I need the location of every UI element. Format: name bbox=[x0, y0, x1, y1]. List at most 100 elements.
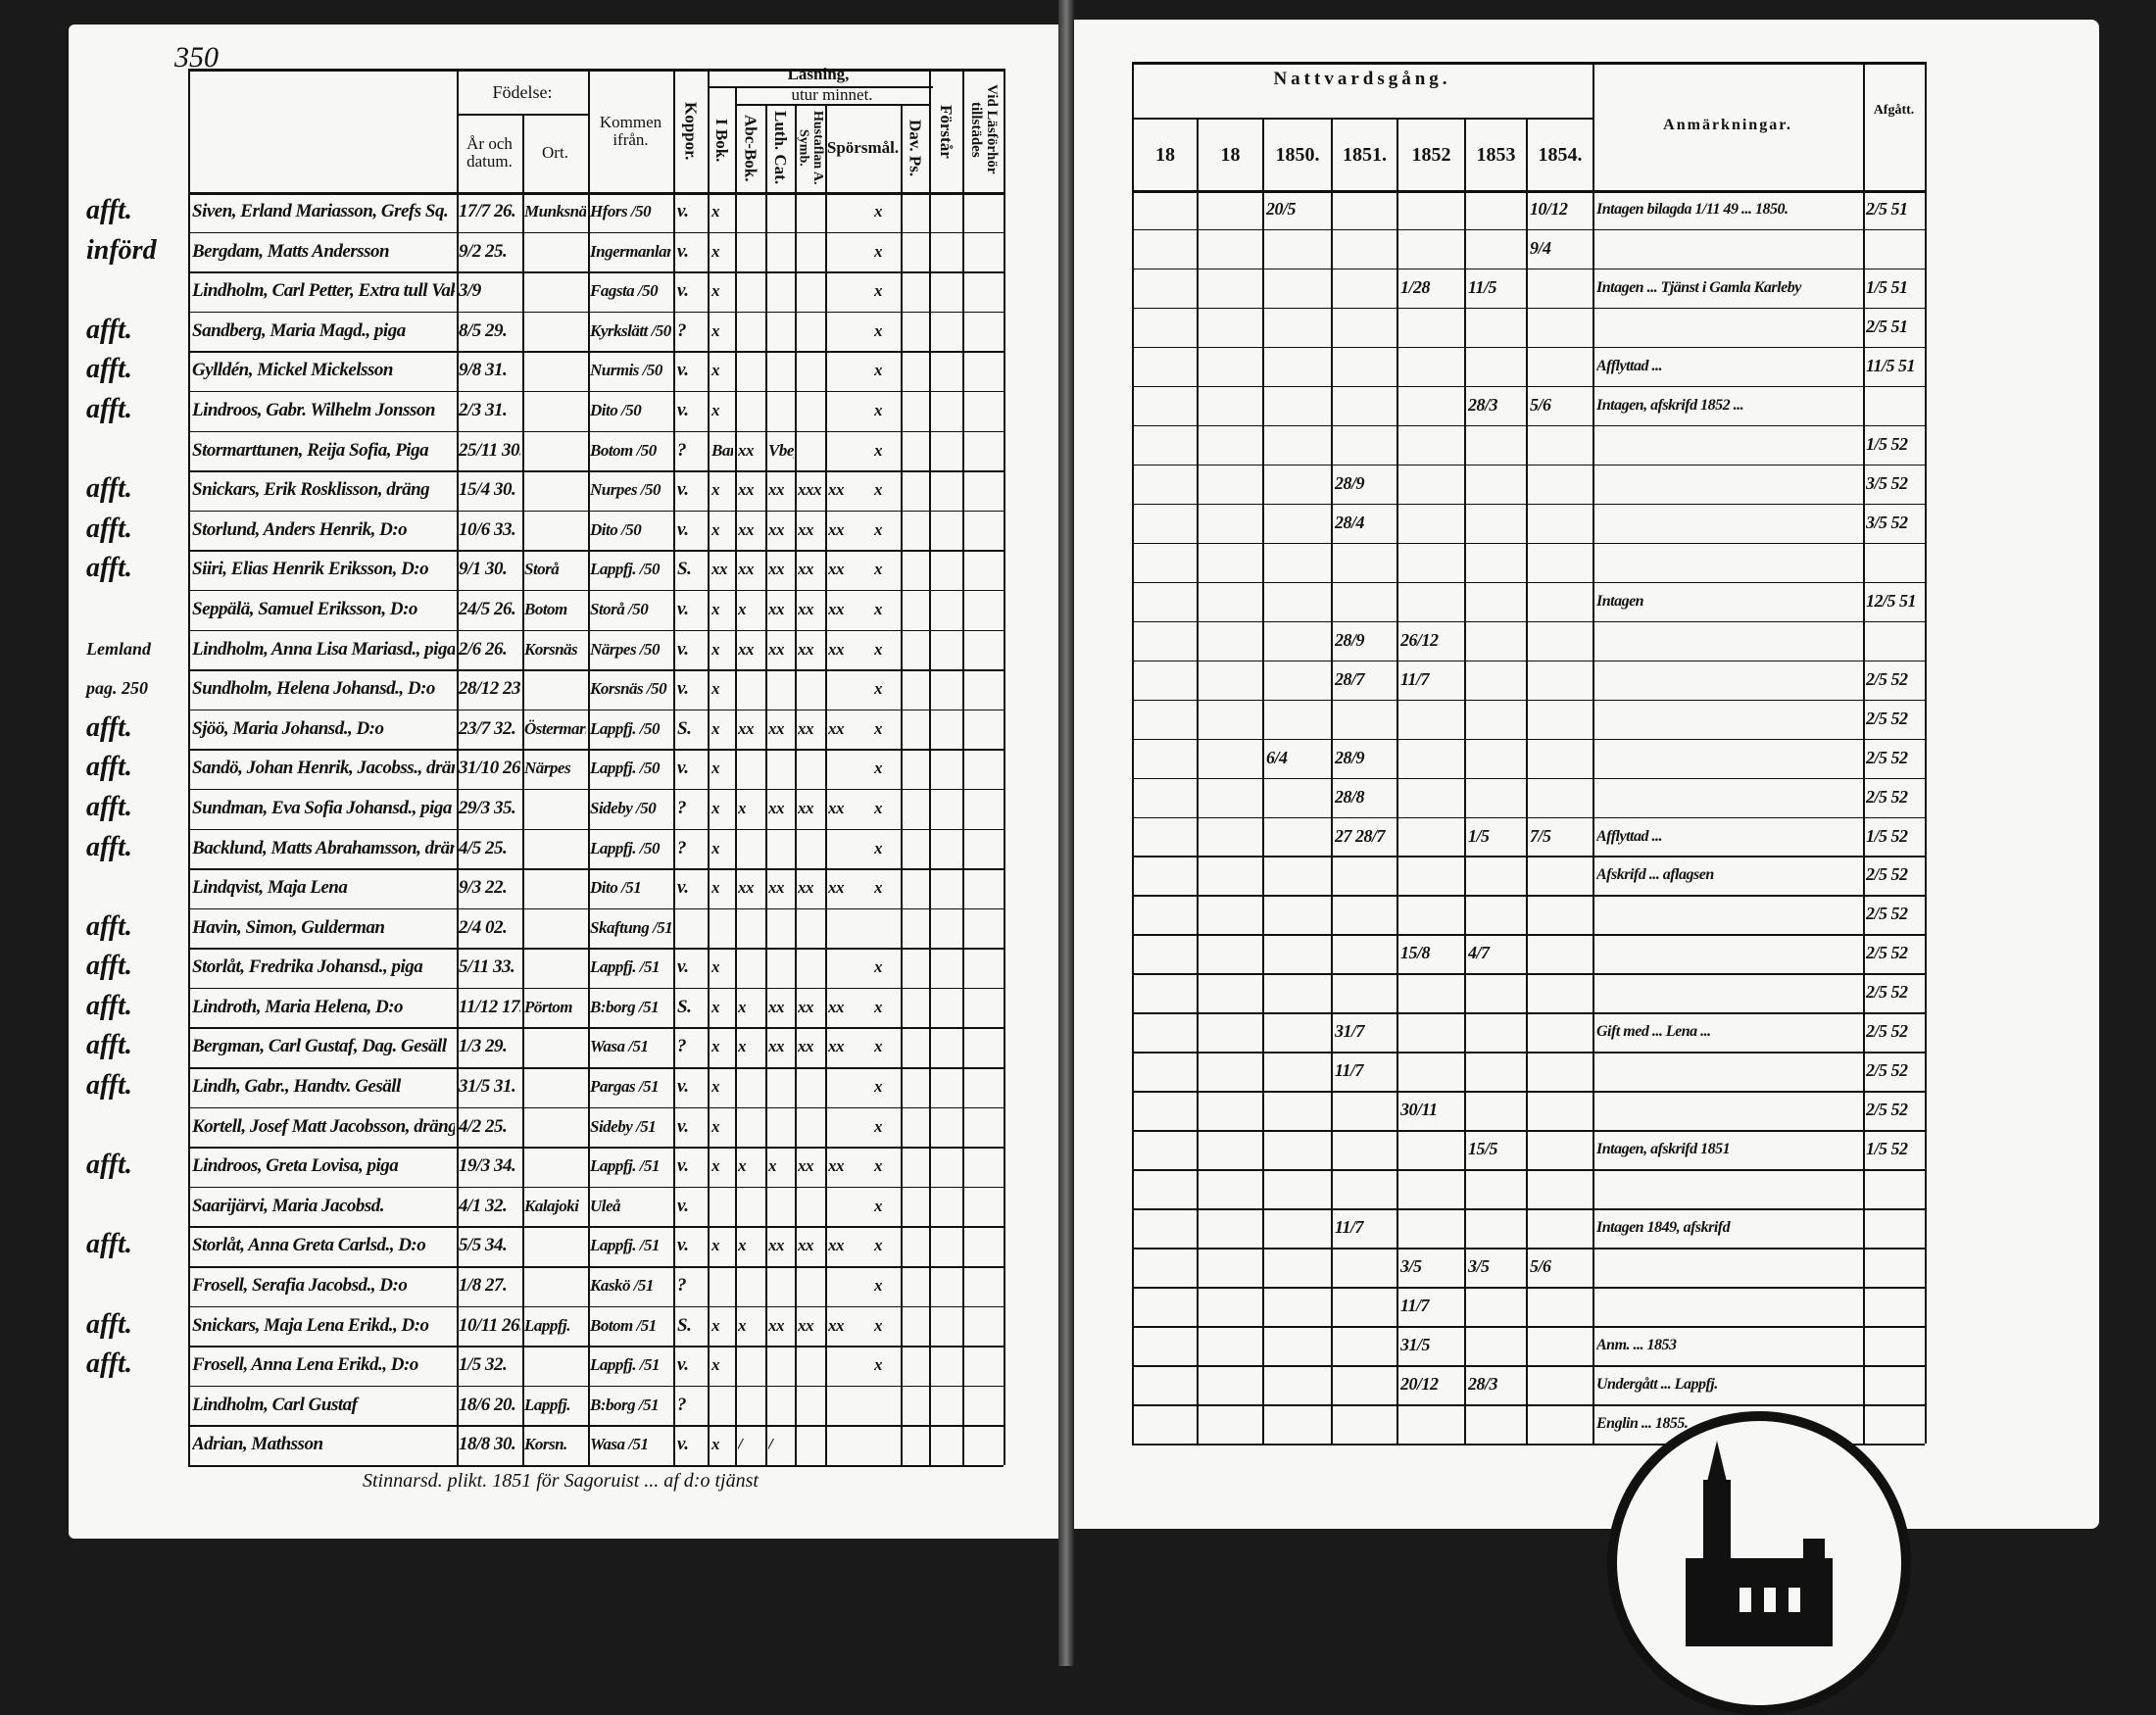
column-rule bbox=[457, 69, 459, 1465]
row-communion-date bbox=[1468, 897, 1524, 932]
row-reading-mark: xx bbox=[768, 480, 785, 500]
row-reading-mark: xx bbox=[828, 1315, 845, 1335]
row-communion-date bbox=[1266, 1328, 1329, 1363]
row-reading-mark: x bbox=[874, 1236, 883, 1255]
right-header-top-rule bbox=[1132, 62, 1925, 65]
right-row-rule bbox=[1132, 934, 1925, 936]
row-communion-date bbox=[1530, 1014, 1591, 1050]
row-reading-mark: xx bbox=[738, 519, 755, 539]
row-remarks bbox=[1596, 1171, 1861, 1206]
row-reading-mark bbox=[828, 751, 870, 787]
row-name: Lindholm, Anna Lisa Mariasd., piga bbox=[192, 638, 455, 660]
row-reading-mark bbox=[828, 234, 870, 270]
row-reading-mark: x bbox=[874, 361, 883, 380]
row-reading-mark: xx bbox=[828, 599, 845, 618]
row-margin-note: afft. bbox=[86, 831, 132, 862]
row-communion-date bbox=[1136, 427, 1195, 463]
row-communion-date bbox=[1200, 506, 1260, 541]
header-luth-cat: Luth. Cat. bbox=[770, 111, 790, 185]
row-birth-place: Närpes bbox=[524, 759, 571, 778]
row-came-from: Hfors /50 bbox=[590, 202, 652, 220]
row-reading-mark bbox=[738, 1268, 764, 1304]
row-reading-mark: x bbox=[738, 997, 747, 1016]
row-communion-date bbox=[1400, 897, 1462, 932]
row-rule bbox=[188, 1186, 1004, 1189]
row-birth-date: 18/8 30. bbox=[459, 1434, 516, 1455]
row-remarks: Intagen bbox=[1596, 592, 1644, 610]
row-communion-date bbox=[1530, 1132, 1591, 1167]
row-communion-date bbox=[1266, 584, 1329, 619]
row-reading-mark bbox=[798, 910, 824, 947]
row-birth-place bbox=[524, 870, 586, 906]
row-communion-date bbox=[1335, 192, 1395, 227]
row-came-from: Närpes /50 bbox=[590, 639, 661, 659]
row-communion-date: 27 28/7 bbox=[1335, 825, 1386, 846]
row-communion-date bbox=[1200, 388, 1260, 423]
row-birth-place bbox=[524, 1348, 586, 1384]
row-rule bbox=[188, 589, 1004, 592]
row-communion-date bbox=[1266, 1406, 1329, 1442]
column-rule bbox=[795, 106, 797, 1465]
row-communion-date bbox=[1335, 1406, 1395, 1442]
row-reading-mark: xx bbox=[828, 1236, 845, 1255]
row-communion-date bbox=[1530, 623, 1591, 659]
row-communion-date: 1/5 bbox=[1468, 825, 1490, 846]
row-birth-date: 31/10 26. bbox=[459, 758, 520, 779]
right-row-rule bbox=[1132, 268, 1925, 270]
row-rule bbox=[188, 749, 1004, 751]
row-reading-mark: x bbox=[874, 878, 883, 898]
row-came-from: Wasa /51 bbox=[590, 1435, 649, 1454]
row-came-from: Wasa /51 bbox=[590, 1037, 649, 1056]
row-communion-date bbox=[1468, 1093, 1524, 1128]
row-reading-mark bbox=[874, 1427, 900, 1463]
row-reading-mark bbox=[768, 751, 794, 787]
row-reading-mark bbox=[768, 273, 794, 310]
page-number: 350 bbox=[174, 41, 219, 74]
row-communion-date bbox=[1136, 741, 1195, 776]
row-rule bbox=[188, 271, 1004, 273]
row-reading-mark: xx bbox=[738, 878, 755, 898]
row-birth-date: 11/12 17. bbox=[459, 996, 520, 1017]
right-page bbox=[1070, 20, 2099, 1529]
row-birth-place bbox=[524, 1029, 586, 1065]
row-name: Lindh, Gabr., Handtv. Gesäll bbox=[192, 1076, 401, 1098]
right-row-rule bbox=[1132, 464, 1925, 466]
row-margin-note: afft. bbox=[86, 711, 132, 743]
header-ar-och-datum: År och datum. bbox=[466, 134, 513, 171]
row-remarks bbox=[1596, 427, 1861, 463]
right-row-rule bbox=[1132, 1326, 1925, 1328]
row-reading-mark bbox=[798, 1109, 824, 1146]
row-margin-note: afft. bbox=[86, 354, 132, 385]
row-i-bok: x bbox=[711, 519, 720, 539]
row-name: Adrian, Mathsson bbox=[192, 1434, 323, 1455]
row-margin-note: afft. bbox=[86, 791, 132, 822]
row-koppor: S. bbox=[677, 1314, 692, 1336]
row-communion-date bbox=[1266, 702, 1329, 737]
row-reading-mark: x bbox=[874, 599, 883, 618]
row-i-bok: x bbox=[711, 997, 720, 1016]
row-communion-date bbox=[1530, 1289, 1591, 1324]
row-reading-mark bbox=[738, 1109, 764, 1146]
row-margin-note: afft. bbox=[86, 473, 132, 505]
row-name: Siven, Erland Mariasson, Grefs Sq. bbox=[192, 201, 449, 221]
row-margin-note: afft. bbox=[86, 951, 132, 982]
row-communion-date bbox=[1530, 1406, 1591, 1442]
row-communion-date bbox=[1530, 741, 1591, 776]
row-came-from: Fagsta /50 bbox=[590, 281, 659, 301]
row-communion-date bbox=[1200, 466, 1260, 502]
row-reading-mark: xx bbox=[768, 1037, 785, 1056]
row-departed bbox=[1866, 1210, 1924, 1246]
row-koppor: v. bbox=[677, 1235, 689, 1256]
row-koppor: ? bbox=[677, 1394, 687, 1415]
row-birth-place bbox=[524, 910, 586, 947]
row-communion-date bbox=[1530, 1054, 1591, 1089]
column-rule bbox=[188, 69, 190, 1465]
row-birth-date: 9/2 25. bbox=[459, 240, 508, 262]
row-communion-date bbox=[1200, 192, 1260, 227]
row-reading-mark bbox=[828, 1069, 870, 1105]
row-communion-date bbox=[1266, 466, 1329, 502]
row-communion-date: 5/6 bbox=[1530, 394, 1551, 415]
row-communion-date bbox=[1136, 506, 1195, 541]
right-row-rule bbox=[1132, 777, 1925, 780]
row-departed: 2/5 51 bbox=[1866, 316, 1908, 336]
